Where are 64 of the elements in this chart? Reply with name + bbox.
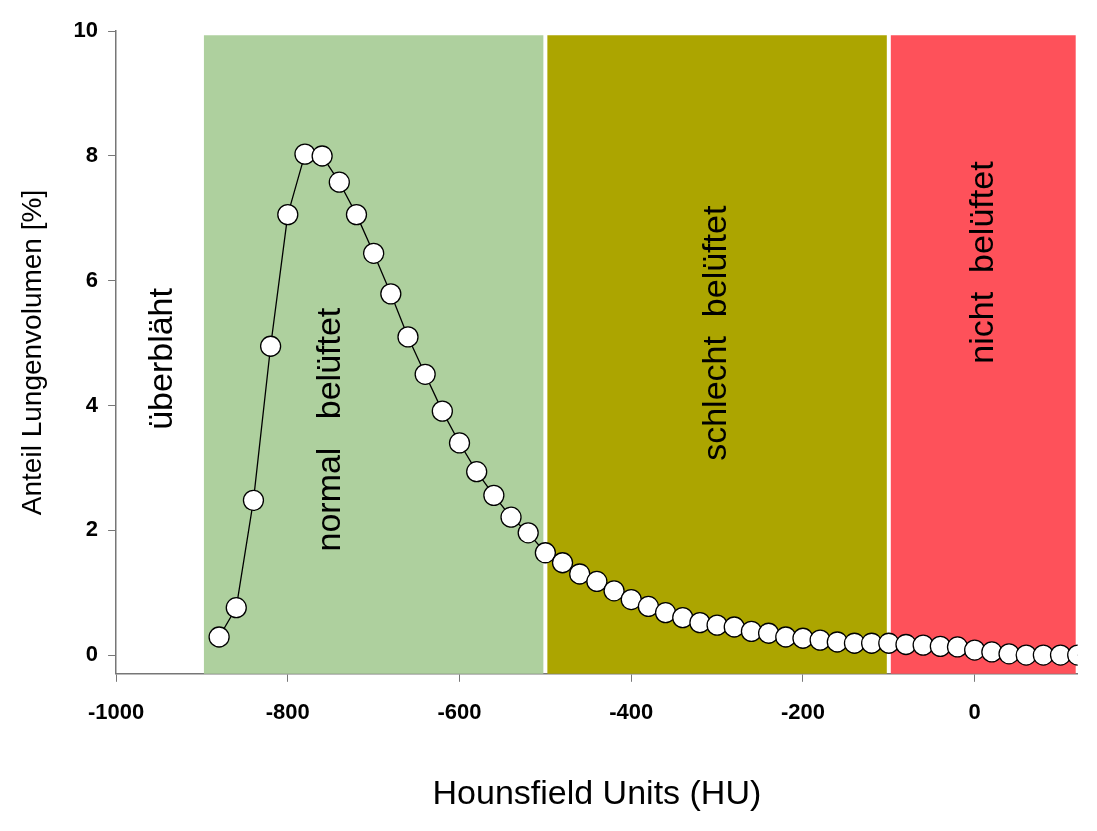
y-tick-label: 4 bbox=[85, 391, 99, 417]
point bbox=[500, 506, 522, 528]
point bbox=[277, 203, 299, 226]
y-tick-label: 0 bbox=[85, 641, 99, 667]
band-label: normal belüftet bbox=[309, 307, 348, 552]
x-tick-label: -800 bbox=[265, 699, 310, 725]
point bbox=[569, 563, 591, 585]
point bbox=[345, 203, 368, 226]
point bbox=[946, 636, 969, 658]
point bbox=[706, 614, 728, 636]
point bbox=[740, 620, 763, 643]
y-tick-label: 10 bbox=[73, 17, 99, 43]
point bbox=[397, 326, 419, 348]
point bbox=[259, 335, 282, 357]
y-axis-title: Anteil Lungenvolumen [%] bbox=[15, 189, 47, 516]
point bbox=[792, 627, 814, 649]
point bbox=[654, 602, 677, 624]
point bbox=[448, 432, 471, 454]
point bbox=[380, 283, 402, 305]
point bbox=[895, 633, 917, 656]
point bbox=[363, 242, 385, 264]
point bbox=[878, 632, 900, 654]
point bbox=[328, 171, 350, 193]
point bbox=[672, 607, 694, 629]
point bbox=[998, 643, 1020, 665]
band-label: nicht belüftet bbox=[961, 160, 1000, 364]
x-tick-label: -200 bbox=[780, 699, 825, 725]
x-axis-title: Hounsfield Units (HU) bbox=[432, 772, 762, 811]
point bbox=[757, 622, 780, 644]
x-tick-label: -400 bbox=[609, 699, 654, 725]
point bbox=[964, 639, 986, 661]
annotation: überbläht bbox=[141, 287, 180, 430]
point bbox=[517, 522, 539, 544]
band-label: schlecht belüftet bbox=[695, 205, 734, 461]
x-tick-label: 0 bbox=[968, 699, 981, 725]
point bbox=[809, 629, 831, 651]
point bbox=[981, 641, 1003, 663]
point bbox=[689, 611, 711, 634]
point bbox=[860, 632, 883, 654]
point bbox=[311, 145, 333, 167]
point bbox=[414, 363, 436, 385]
y-tick-label: 2 bbox=[85, 516, 99, 542]
point bbox=[843, 632, 866, 654]
point bbox=[483, 484, 505, 507]
point bbox=[294, 143, 316, 165]
point bbox=[620, 588, 642, 611]
point bbox=[912, 634, 934, 656]
point bbox=[603, 580, 625, 602]
point bbox=[775, 626, 797, 648]
x-tick-label: -600 bbox=[437, 699, 482, 725]
point bbox=[431, 400, 453, 422]
point bbox=[826, 631, 848, 653]
point bbox=[637, 595, 660, 618]
point bbox=[586, 570, 608, 593]
point bbox=[208, 626, 230, 648]
point bbox=[466, 461, 488, 483]
point bbox=[242, 489, 265, 512]
x-tick-label: -1000 bbox=[87, 699, 145, 725]
point bbox=[551, 552, 574, 574]
y-tick-label: 8 bbox=[85, 142, 99, 168]
y-tick-label: 6 bbox=[85, 266, 99, 292]
point bbox=[225, 597, 247, 619]
point bbox=[534, 542, 557, 564]
point bbox=[723, 616, 745, 638]
